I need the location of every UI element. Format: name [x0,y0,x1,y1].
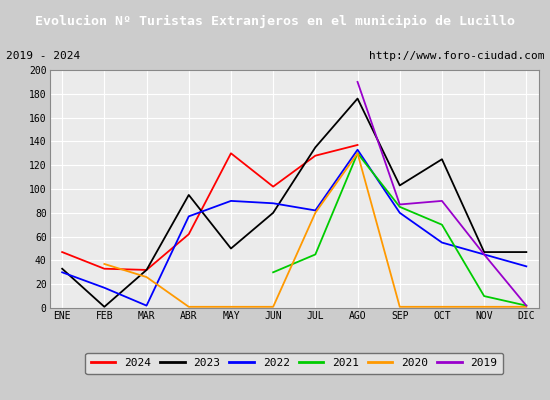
Text: http://www.foro-ciudad.com: http://www.foro-ciudad.com [369,51,544,61]
Legend: 2024, 2023, 2022, 2021, 2020, 2019: 2024, 2023, 2022, 2021, 2020, 2019 [85,353,503,374]
Text: Evolucion Nº Turistas Extranjeros en el municipio de Lucillo: Evolucion Nº Turistas Extranjeros en el … [35,14,515,28]
Text: 2019 - 2024: 2019 - 2024 [6,51,80,61]
